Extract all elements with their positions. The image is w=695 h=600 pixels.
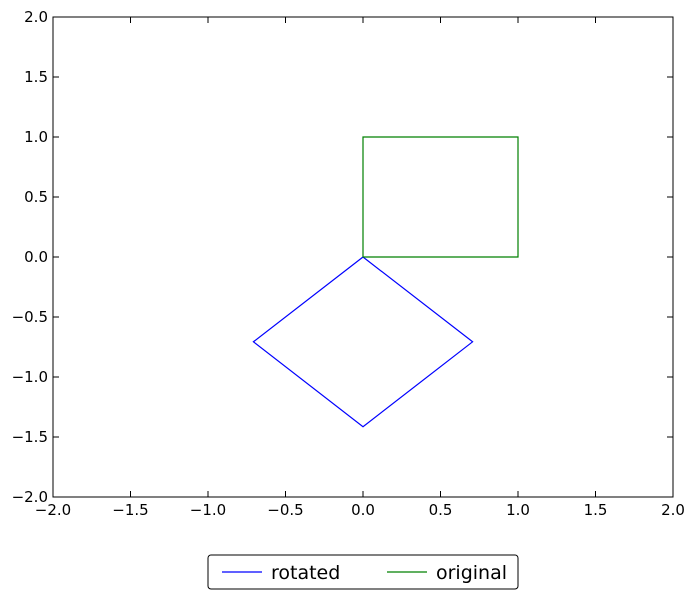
legend-label-rotated: rotated	[271, 562, 340, 584]
x-tick-label: 1.0	[506, 501, 530, 519]
x-tick-label: −2.0	[35, 501, 71, 519]
x-tick-label: −0.5	[267, 501, 303, 519]
x-tick-label: 2.0	[661, 501, 685, 519]
legend-label-original: original	[436, 562, 507, 584]
y-tick-label: 0.5	[24, 188, 48, 206]
ticks-layer: −2.0 −1.5 −1.0 −0.5 0.0 0.5 1.0 1.5 2.0 −2.0 −1.5 −…	[12, 8, 685, 519]
x-tick-label: −1.0	[190, 501, 226, 519]
y-tick-label: 2.0	[24, 8, 48, 26]
y-tick-label: −2.0	[12, 488, 48, 506]
x-tick-label: 0.0	[351, 501, 375, 519]
y-tick-label: −1.5	[12, 428, 48, 446]
y-tick-label: 1.5	[24, 68, 48, 86]
x-tick-label: −1.5	[112, 501, 148, 519]
x-tick-label: 0.5	[429, 501, 453, 519]
x-tick-label: 1.5	[584, 501, 608, 519]
series-layer	[252, 136, 519, 428]
y-tick-label: 0.0	[24, 248, 48, 266]
legend-box	[207, 554, 519, 590]
y-tick-label: 1.0	[24, 128, 48, 146]
legend: rotated original	[207, 554, 519, 590]
y-tick-label: −1.0	[12, 368, 48, 386]
plot-frame	[52, 16, 674, 498]
series-line-original	[362, 136, 519, 258]
y-tick-label: −0.5	[12, 308, 48, 326]
series-line-rotated	[252, 256, 474, 428]
